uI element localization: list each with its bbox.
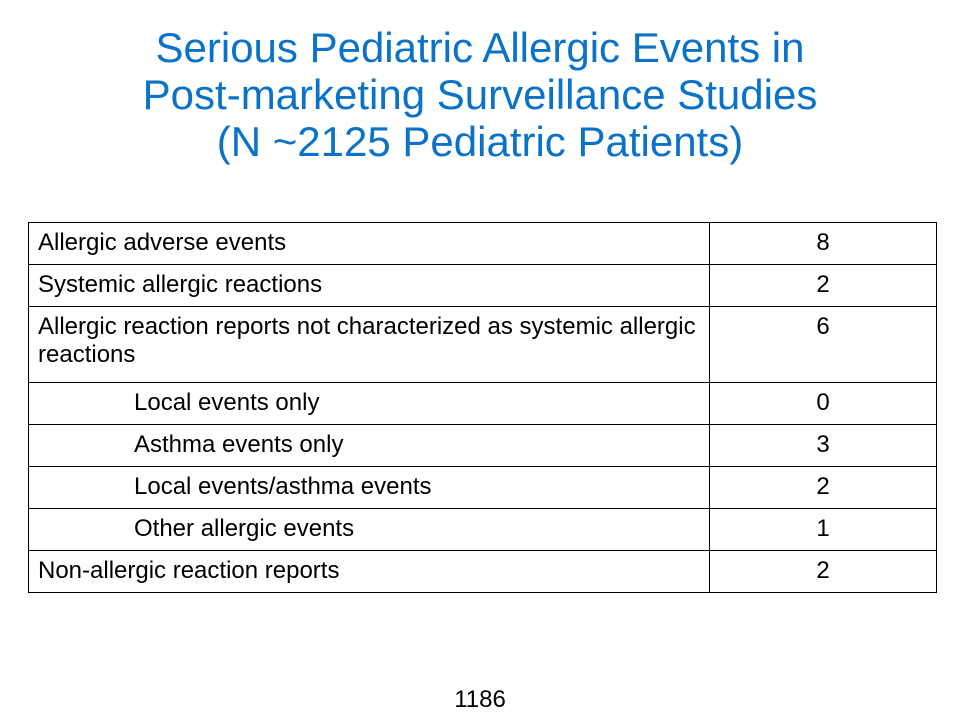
table-row: Asthma events only 3 — [28, 424, 937, 467]
row-value: 2 — [709, 264, 937, 307]
row-value: 2 — [709, 550, 937, 593]
row-label: Systemic allergic reactions — [28, 264, 710, 307]
row-label: Local events only — [28, 382, 710, 425]
table-row: Other allergic events 1 — [28, 508, 937, 551]
table-row: Non-allergic reaction reports 2 — [28, 550, 937, 593]
table-row: Local events/asthma events 2 — [28, 466, 937, 509]
table-row: Local events only 0 — [28, 382, 937, 425]
row-label: Asthma events only — [28, 424, 710, 467]
row-value: 2 — [709, 466, 937, 509]
row-label: Allergic adverse events — [28, 222, 710, 265]
row-value: 3 — [709, 424, 937, 467]
row-label: Allergic reaction reports not characteri… — [28, 306, 710, 383]
slide-title-line-1: Serious Pediatric Allergic Events in — [155, 24, 805, 71]
table-row: Allergic reaction reports not characteri… — [28, 306, 937, 383]
row-value: 0 — [709, 382, 937, 425]
row-label: Non-allergic reaction reports — [28, 550, 710, 593]
table-row: Systemic allergic reactions 2 — [28, 264, 937, 307]
allergic-events-table: Allergic adverse events 8 Systemic aller… — [28, 222, 937, 593]
table-row: Allergic adverse events 8 — [28, 222, 937, 265]
row-label: Other allergic events — [28, 508, 710, 551]
page-number: 1186 — [454, 686, 506, 713]
row-value: 1 — [709, 508, 937, 551]
row-value: 6 — [709, 306, 937, 383]
slide-title-line-2: Post-marketing Surveillance Studies — [142, 71, 818, 118]
row-value: 8 — [709, 222, 937, 265]
slide-title-line-3: (N ~2125 Pediatric Patients) — [216, 118, 744, 165]
row-label: Local events/asthma events — [28, 466, 710, 509]
slide-title: Serious Pediatric Allergic Events in Pos… — [0, 24, 960, 165]
